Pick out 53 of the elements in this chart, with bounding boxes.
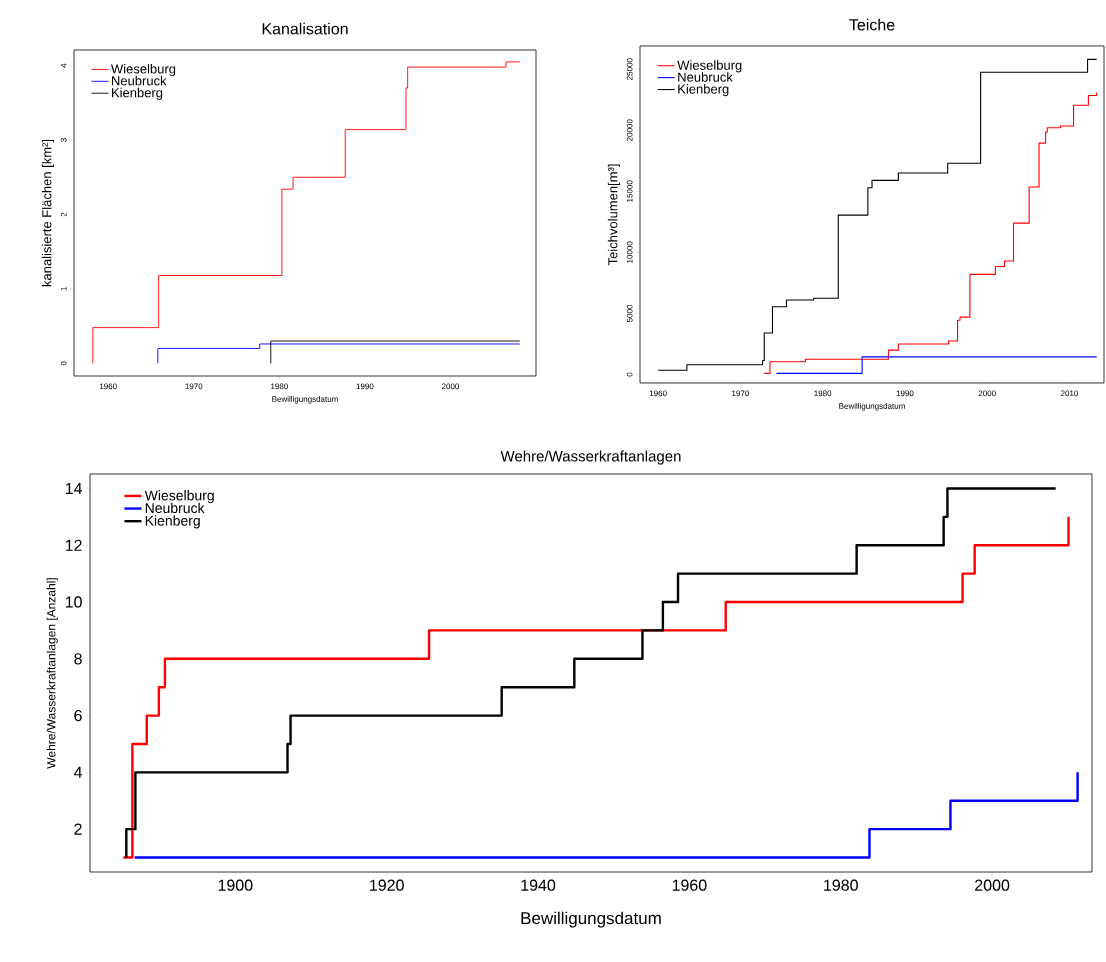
- y-tick-label: 20000: [626, 119, 633, 141]
- y-tick-label: 6: [74, 709, 82, 722]
- chart-title: Wehre/Wasserkraftanlagen: [500, 450, 681, 465]
- x-axis-title: Bewilligungsdatum: [521, 911, 661, 928]
- chart-title: Teiche: [849, 18, 895, 31]
- legend-label: Kienberg: [145, 515, 200, 529]
- x-tick-label: 1990: [896, 390, 914, 397]
- legend-label: Neubruck: [112, 75, 167, 86]
- x-tick-label: 1980: [271, 383, 288, 390]
- y-tick-label: 2: [60, 212, 67, 217]
- legend-label: Wieselburg: [677, 60, 742, 73]
- x-tick-label: 1980: [814, 390, 832, 397]
- x-tick-label: 2000: [978, 390, 996, 397]
- y-tick-label: 15000: [626, 180, 633, 202]
- x-tick-label: 1940: [521, 879, 556, 891]
- x-tick-label: 1920: [370, 879, 404, 891]
- y-tick-label: 12: [65, 539, 82, 551]
- y-tick-label: 0: [60, 361, 67, 366]
- chart-title: Kanalisation: [262, 22, 348, 35]
- x-tick-label: 1960: [99, 383, 117, 390]
- y-tick-label: 0: [626, 372, 633, 377]
- x-tick-label: 2000: [441, 383, 460, 390]
- y-tick-label: 5000: [626, 304, 633, 323]
- y-tick-label: 10: [65, 596, 82, 608]
- y-tick-label: 2: [74, 823, 82, 835]
- y-tick-label: 10000: [626, 241, 633, 263]
- y-tick-label: 4: [60, 63, 67, 68]
- y-tick-label: 4: [73, 766, 83, 778]
- legend-label: Wieselburg: [144, 490, 214, 504]
- y-tick-label: 14: [65, 482, 83, 494]
- legend-label: Neubruck: [145, 502, 205, 514]
- y-tick-label: 3: [60, 138, 67, 142]
- x-tick-label: 1990: [356, 383, 374, 390]
- x-tick-label: 1960: [649, 390, 667, 397]
- x-axis-title: Bewilligungsdatum: [839, 403, 905, 411]
- x-tick-label: 2000: [975, 879, 1010, 891]
- x-tick-label: 1970: [185, 383, 203, 390]
- x-tick-label: 1970: [732, 390, 749, 397]
- y-axis-title: Teichvolumen[m³]: [607, 164, 620, 266]
- x-tick-label: 1960: [672, 879, 707, 891]
- x-tick-label: 1980: [824, 879, 858, 891]
- x-tick-label: 1900: [218, 879, 253, 891]
- x-tick-label: 2010: [1060, 390, 1079, 397]
- y-axis-title: Wehre/Wasserkraftanlagen [Anzahl]: [46, 578, 58, 769]
- legend-label: Kienberg: [112, 87, 163, 100]
- y-tick-label: 25000: [626, 58, 633, 80]
- legend-label: Neubruck: [678, 72, 733, 82]
- y-tick-label: 8: [74, 653, 82, 665]
- legend-label: Kienberg: [678, 84, 729, 97]
- x-axis-title: Bewilligungsdatum: [272, 396, 338, 404]
- y-tick-label: 1: [60, 287, 67, 291]
- y-axis-title: kanalisierte Flächen [km²]: [41, 139, 54, 287]
- legend-label: Wieselburg: [111, 63, 176, 77]
